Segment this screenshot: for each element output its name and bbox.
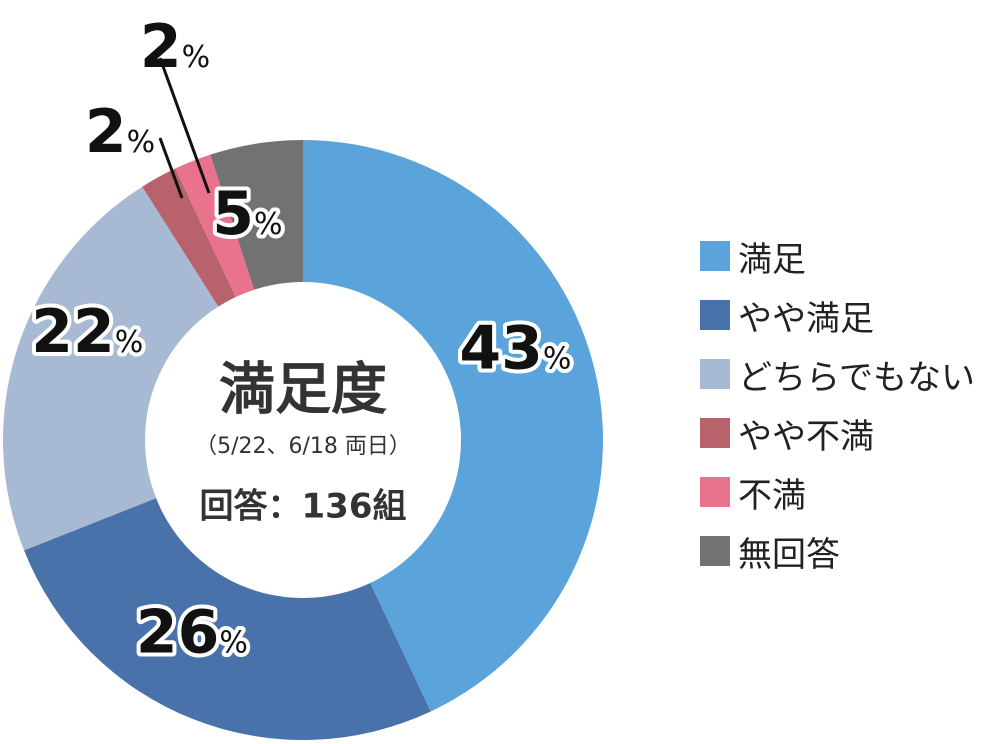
slice-satisfied — [303, 140, 603, 712]
value-label-somewhat-satisfied: 26% — [136, 597, 248, 667]
legend-item-no-answer: 無回答 — [700, 523, 975, 579]
value-label-no-answer: 5% — [212, 178, 282, 248]
value-label-dissatisfied: 2% — [140, 12, 210, 82]
value-labels-group: 43% 26% 22% 2% 2% 5% — [27, 12, 575, 672]
legend-swatch — [700, 477, 730, 507]
slice-neutral — [2, 186, 219, 551]
slice-dissatisfied — [175, 154, 255, 298]
legend-label: 不満 — [738, 475, 806, 516]
leader-line-somewhat-dissatisfied — [158, 137, 184, 199]
legend: 満足 やや満足 どちらでもない やや不満 不満 無回答 — [700, 228, 975, 582]
slice-no-answer — [210, 140, 303, 290]
legend-label: 満足 — [738, 239, 806, 280]
leader-lines-group — [158, 57, 211, 199]
legend-swatch — [700, 418, 730, 448]
legend-item-satisfied: 満足 — [700, 228, 975, 284]
legend-swatch — [700, 536, 730, 566]
value-label-neutral: 22% — [31, 296, 143, 366]
chart-title: 満足度 — [219, 357, 387, 423]
respondent-count: 回答：136組 — [199, 486, 407, 527]
leader-line-dissatisfied — [158, 57, 211, 194]
legend-label: どちらでもない — [738, 357, 975, 398]
value-label-satisfied: 43% — [459, 313, 571, 383]
value-label-somewhat-dissatisfied: 2% — [85, 97, 155, 167]
legend-item-somewhat-satisfied: やや満足 — [700, 287, 975, 343]
legend-label: 無回答 — [738, 534, 840, 575]
legend-label: やや不満 — [738, 416, 874, 457]
slice-somewhat-satisfied — [24, 498, 431, 740]
legend-item-neutral: どちらでもない — [700, 346, 975, 402]
legend-swatch — [700, 300, 730, 330]
legend-swatch — [700, 241, 730, 271]
legend-item-somewhat-dissatisfied: やや不満 — [700, 405, 975, 461]
legend-swatch — [700, 359, 730, 389]
chart-subtitle: （5/22、6/18 両日） — [195, 434, 411, 459]
legend-label: やや満足 — [738, 298, 874, 339]
slices-group — [2, 140, 603, 740]
legend-item-dissatisfied: 不満 — [700, 464, 975, 520]
slice-somewhat-dissatisfied — [142, 168, 236, 307]
